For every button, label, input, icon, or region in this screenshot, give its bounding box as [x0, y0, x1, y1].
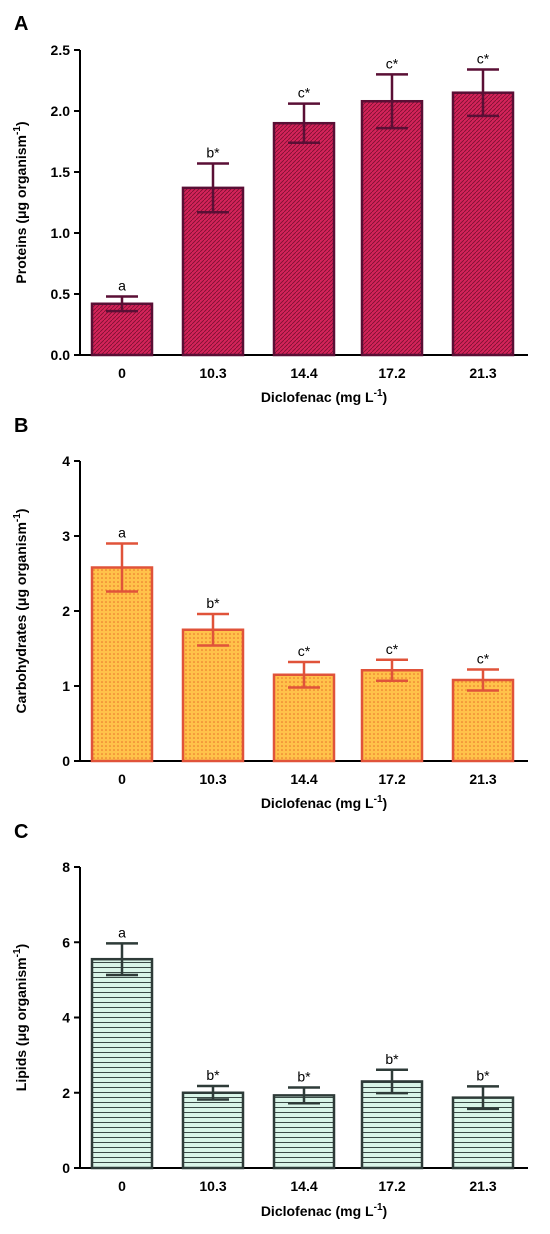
- bar-carbohydrates-0: [90, 566, 154, 763]
- y-axis-title-end: ): [13, 509, 29, 514]
- x-axis-title-text: Diclofenac (mg L: [261, 795, 374, 811]
- y-axis-title-text: Lipids (μg organism: [13, 957, 29, 1091]
- y-tick-label: 6: [62, 934, 70, 950]
- y-tick-label: 1: [62, 678, 70, 694]
- significance-label: c*: [477, 651, 490, 667]
- x-tick-label: 10.3: [199, 771, 226, 787]
- y-axis-title: Proteins (μg organism-1): [12, 121, 29, 283]
- y-tick-label: 2: [62, 1085, 70, 1101]
- x-axis-title-sup: -1: [374, 794, 383, 805]
- y-axis-title-sup: -1: [12, 126, 23, 135]
- significance-label: c*: [477, 51, 490, 67]
- significance-label: c*: [298, 85, 311, 101]
- x-tick-label: 21.3: [469, 1178, 496, 1194]
- x-axis-title-sup: -1: [374, 1202, 383, 1213]
- x-axis-title-end: ): [383, 389, 388, 405]
- significance-label: b*: [476, 1067, 490, 1083]
- chart-panel-lipids: 0 2 4 6 8 a 0 b* 10.3 b* 14.4 b* 17.2 b* 21.3 Diclofena…: [12, 859, 528, 1219]
- y-tick-label: 1.5: [51, 164, 71, 180]
- y-axis-title-end: ): [13, 121, 29, 126]
- chart-panel-carbohydrates: 0 1 2 3 4 a 0 b* 10.3 c* 14.4 c* 17.2 c* 21.3 Diclofena…: [12, 453, 528, 811]
- y-tick-label: 3: [62, 528, 70, 544]
- y-tick-label: 4: [62, 453, 70, 469]
- panel-letter-a: A: [14, 13, 28, 35]
- x-tick-label: 0: [118, 365, 126, 381]
- x-tick-label: 21.3: [469, 771, 496, 787]
- significance-label: b*: [385, 1051, 399, 1067]
- bar-carbohydrates-4: [451, 678, 515, 763]
- y-tick-label: 0.0: [51, 347, 71, 363]
- x-tick-label: 17.2: [378, 365, 405, 381]
- x-tick-label: 17.2: [378, 1178, 405, 1194]
- y-axis-title: Lipids (μg organism-1): [12, 944, 29, 1091]
- bar-carbohydrates-1: [181, 628, 245, 763]
- y-tick-label: 2: [62, 603, 70, 619]
- y-tick-label: 0: [62, 1160, 70, 1176]
- x-axis-title: Diclofenac (mg L-1): [261, 388, 387, 405]
- significance-label: c*: [386, 641, 399, 657]
- x-tick-label: 0: [118, 1178, 126, 1194]
- bar-carbohydrates-3: [360, 669, 424, 763]
- x-axis-title: Diclofenac (mg L-1): [261, 1202, 387, 1219]
- x-tick-label: 14.4: [290, 771, 317, 787]
- bar-carbohydrates-2: [272, 673, 336, 763]
- x-tick-label: 0: [118, 771, 126, 787]
- bar-lipids-3: [360, 1080, 424, 1170]
- x-tick-label: 10.3: [199, 1178, 226, 1194]
- bar-proteins-1: [181, 186, 245, 357]
- x-axis-title-end: ): [383, 795, 388, 811]
- y-tick-label: 2.0: [51, 103, 71, 119]
- bar-proteins-3: [360, 99, 424, 357]
- significance-label: a: [118, 924, 126, 940]
- significance-label: b*: [206, 595, 220, 611]
- significance-label: a: [118, 277, 126, 293]
- y-tick-label: 0.5: [51, 286, 71, 302]
- y-axis-title-sup: -1: [12, 948, 23, 957]
- significance-label: b*: [206, 1067, 220, 1083]
- y-axis-title-text: Carbohydrates (μg organism: [13, 522, 29, 713]
- significance-label: b*: [206, 144, 220, 160]
- significance-label: a: [118, 525, 126, 541]
- y-axis-title-text: Proteins (μg organism: [13, 135, 29, 284]
- bar-lipids-1: [181, 1091, 245, 1170]
- x-tick-label: 14.4: [290, 365, 317, 381]
- panel-letter-b: B: [14, 415, 28, 437]
- y-axis-title-end: ): [13, 944, 29, 949]
- bar-proteins-2: [272, 121, 336, 357]
- y-tick-label: 1.0: [51, 225, 71, 241]
- significance-label: b*: [297, 1068, 311, 1084]
- chart-panel-proteins: 0.0 0.5 1.0 1.5 2.0 2.5 a 0 b* 10.3 c* 14.4 c* 17.2 c*…: [12, 42, 528, 405]
- y-tick-label: 0: [62, 753, 70, 769]
- x-axis-title-text: Diclofenac (mg L: [261, 389, 374, 405]
- y-axis-title: Carbohydrates (μg organism-1): [12, 509, 29, 714]
- x-tick-label: 21.3: [469, 365, 496, 381]
- x-axis-title-sup: -1: [374, 388, 383, 399]
- significance-label: c*: [386, 55, 399, 71]
- bar-proteins-4: [451, 91, 515, 357]
- x-axis-title-text: Diclofenac (mg L: [261, 1203, 374, 1219]
- x-tick-label: 10.3: [199, 365, 226, 381]
- x-tick-label: 14.4: [290, 1178, 317, 1194]
- x-tick-label: 17.2: [378, 771, 405, 787]
- significance-label: c*: [298, 643, 311, 659]
- y-tick-label: 2.5: [51, 42, 71, 58]
- bar-lipids-2: [272, 1094, 336, 1170]
- panel-letter-c: C: [14, 821, 28, 843]
- bar-lipids-0: [90, 957, 154, 1170]
- y-tick-label: 4: [62, 1010, 70, 1026]
- x-axis-title: Diclofenac (mg L-1): [261, 794, 387, 811]
- y-tick-label: 8: [62, 859, 70, 875]
- y-axis-title-sup: -1: [12, 513, 23, 522]
- x-axis-title-end: ): [383, 1203, 388, 1219]
